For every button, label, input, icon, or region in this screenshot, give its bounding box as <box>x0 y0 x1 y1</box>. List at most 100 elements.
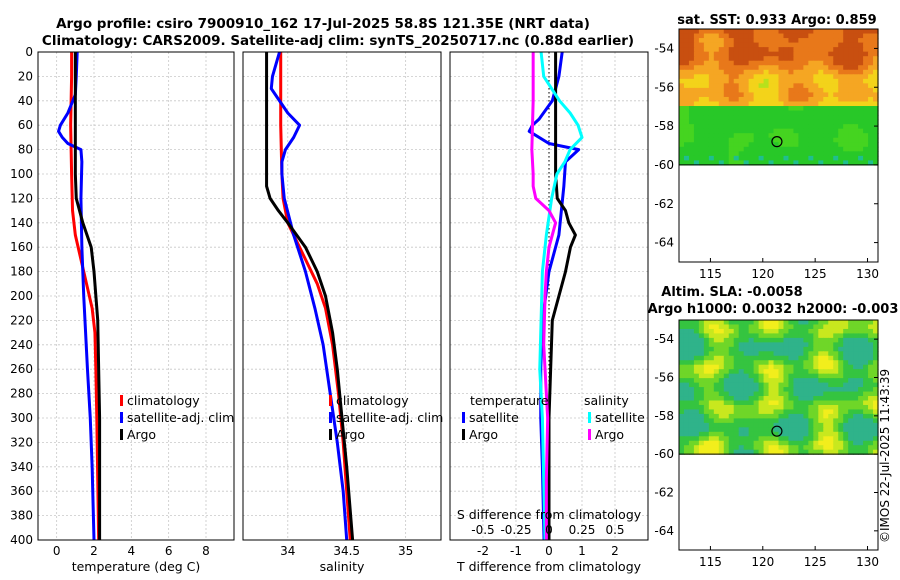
map-cell <box>793 396 799 402</box>
map-cell <box>753 128 760 134</box>
map-cell <box>718 74 725 80</box>
map-cell <box>679 101 685 107</box>
map-cell <box>743 69 750 75</box>
map-cell <box>798 409 804 415</box>
map-cell <box>868 60 874 66</box>
map-cell <box>818 391 824 397</box>
map-cell <box>743 83 750 89</box>
map-cell <box>843 87 849 94</box>
map-cell <box>828 409 834 415</box>
map-frame <box>678 319 879 551</box>
map-cell <box>763 56 770 62</box>
map-cell <box>733 436 740 442</box>
map-cell <box>708 33 715 39</box>
map-cell <box>713 119 720 125</box>
map-cell <box>733 413 740 419</box>
map-cell <box>693 396 700 402</box>
map-cell <box>728 320 735 326</box>
map-cell <box>713 133 720 139</box>
map-cell <box>793 47 799 53</box>
map-cell <box>763 369 770 375</box>
map-cell <box>758 33 765 39</box>
map-cell <box>758 92 765 98</box>
map-cell <box>848 445 854 451</box>
map-cell <box>763 445 770 451</box>
map-cell <box>723 431 730 437</box>
map-cell <box>758 373 765 379</box>
map-cell <box>823 151 829 157</box>
map-cell <box>768 124 775 130</box>
map-cell <box>748 56 755 62</box>
map-cell <box>818 387 824 393</box>
map-cell <box>848 404 854 411</box>
map-cell <box>808 142 814 148</box>
map-cell <box>758 51 765 57</box>
map-cell <box>848 87 854 94</box>
map-cell <box>768 87 775 94</box>
map-cell <box>763 133 770 139</box>
map-cell <box>858 92 864 98</box>
map-cell <box>758 106 765 112</box>
map-cell <box>848 324 854 330</box>
map-cell <box>748 146 755 152</box>
map-cell <box>728 47 735 53</box>
map-cell <box>743 137 750 143</box>
map-cell <box>823 436 829 442</box>
map-cell <box>858 78 864 84</box>
map-cell <box>808 83 814 89</box>
map-cell <box>753 87 760 94</box>
map-cell <box>828 110 834 116</box>
map-cell <box>693 400 700 406</box>
map-cell <box>679 378 685 384</box>
map-cell <box>848 106 854 112</box>
map-cell <box>713 351 720 357</box>
map-cell <box>788 110 795 116</box>
map-cell <box>688 418 695 424</box>
map-cell <box>753 83 760 89</box>
map-cell <box>783 346 790 352</box>
map-cell <box>843 387 849 393</box>
map-cell <box>783 56 790 62</box>
map-cell <box>743 119 750 125</box>
map-cell <box>823 427 829 433</box>
map-cell <box>698 33 705 39</box>
map-cell <box>788 65 795 71</box>
map-cell <box>843 328 849 335</box>
map-cell <box>848 101 854 107</box>
map-cell <box>763 60 770 66</box>
map-cell <box>788 133 795 139</box>
map-cell <box>773 382 780 388</box>
map-cell <box>848 38 854 44</box>
map-cell <box>683 155 690 161</box>
map-cell <box>679 328 685 335</box>
map-cell <box>693 92 700 98</box>
map-cell <box>733 65 740 71</box>
map-cell <box>773 445 780 451</box>
map-cell <box>733 33 740 39</box>
map-cell <box>798 42 804 48</box>
map-cell <box>863 47 869 53</box>
map-cell <box>873 391 879 397</box>
map-cell <box>873 151 879 157</box>
map-cell <box>688 449 695 455</box>
map-cell <box>803 400 809 406</box>
map-cell <box>688 445 695 451</box>
map-cell <box>693 160 700 166</box>
y-tick-label: -58 <box>654 119 674 133</box>
map-cell <box>793 333 799 339</box>
map-cell <box>798 360 804 366</box>
map-cell <box>738 60 745 66</box>
map-cell <box>763 101 770 107</box>
map-cell <box>798 449 804 455</box>
map-cell <box>733 360 740 366</box>
map-cell <box>853 324 859 330</box>
map-cell <box>693 445 700 451</box>
map-cell <box>833 133 839 139</box>
map-cell <box>773 142 780 148</box>
map-cell <box>703 33 710 39</box>
map-cell <box>828 42 834 48</box>
map-cell <box>783 369 790 375</box>
map-cell <box>843 333 849 339</box>
map-cell <box>703 69 710 75</box>
map-cell <box>803 387 809 393</box>
